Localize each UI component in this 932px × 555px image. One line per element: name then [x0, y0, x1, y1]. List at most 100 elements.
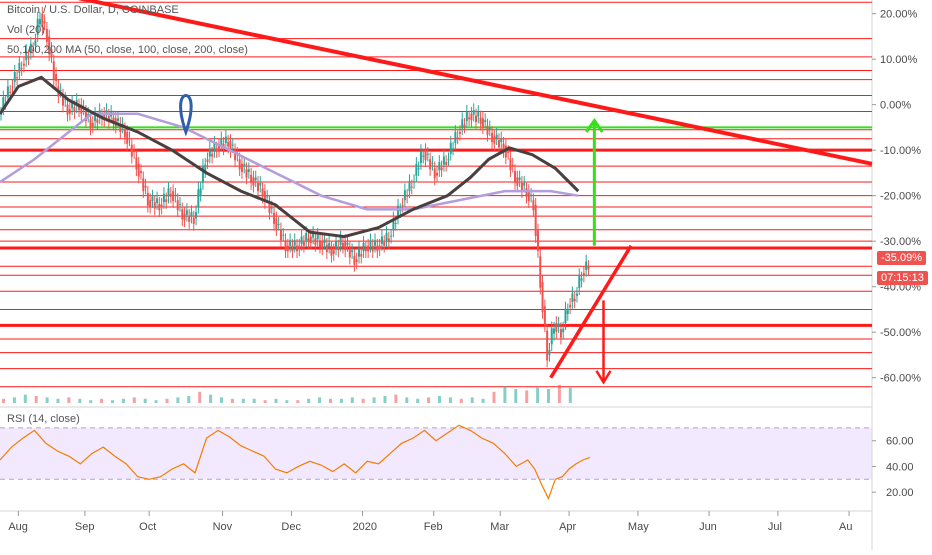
candle-body — [314, 238, 317, 245]
candle-body — [387, 238, 390, 243]
candle-body — [32, 49, 35, 51]
candle-body — [385, 232, 388, 241]
candle-body — [213, 142, 216, 152]
candle-body — [119, 123, 122, 132]
candle-body — [245, 169, 248, 178]
candle-body — [254, 177, 257, 181]
candle-body — [399, 210, 402, 212]
descending-trendline — [77, 0, 873, 166]
candle-body — [149, 200, 152, 207]
candle-body — [497, 140, 500, 148]
x-tick-label: Sep — [75, 521, 95, 533]
candle-body — [534, 204, 537, 237]
volume-bar — [78, 398, 82, 403]
candle-body — [123, 129, 126, 138]
volume-bar — [350, 397, 354, 403]
candle-body — [181, 209, 184, 220]
candle-body — [481, 118, 484, 128]
candle-body — [18, 62, 21, 73]
candle-body — [296, 245, 299, 252]
candle-body — [539, 256, 542, 288]
candle-body — [172, 191, 175, 202]
candle-body — [550, 328, 553, 345]
candle-body — [447, 159, 450, 161]
volume-bar — [2, 398, 5, 403]
candle-body — [472, 110, 475, 115]
ma-legend: 50,100,200 MA (50, close, 100, close, 20… — [7, 44, 248, 56]
candle-body — [48, 36, 51, 55]
candle-body — [424, 150, 427, 161]
candle-body — [433, 168, 436, 179]
candle-body — [195, 212, 198, 219]
candle-body — [208, 148, 211, 157]
candle-body — [463, 124, 466, 127]
candle-body — [71, 101, 74, 109]
candle-body — [169, 193, 172, 197]
candle-body — [493, 136, 496, 144]
candle-body — [484, 120, 487, 122]
candle-body — [578, 275, 581, 289]
candle-body — [279, 229, 282, 241]
candle-body — [566, 310, 569, 314]
candle-body — [431, 162, 434, 164]
candle-body — [426, 153, 429, 155]
candle-body — [332, 250, 335, 254]
candle-body — [289, 240, 292, 246]
candle-body — [197, 189, 200, 207]
volume-bar — [536, 387, 540, 403]
candle-body — [527, 191, 530, 202]
candle-body — [491, 132, 494, 142]
candle-body — [286, 245, 289, 252]
candle-body — [562, 328, 565, 333]
volume-bar — [318, 397, 322, 403]
candle-body — [50, 48, 53, 56]
candle-body — [302, 242, 305, 246]
volume-bar — [329, 398, 332, 403]
candle-body — [440, 167, 443, 171]
y-tick-label: 20.00% — [880, 9, 918, 21]
candle-body — [367, 245, 370, 252]
volume-bar — [23, 394, 27, 403]
x-tick-label: Nov — [213, 521, 233, 533]
candle-body — [87, 113, 90, 116]
candle-body — [178, 203, 181, 205]
candle-body — [422, 155, 425, 157]
x-tick-label: Feb — [424, 521, 443, 533]
candle-body — [206, 159, 209, 162]
candle-body — [312, 232, 315, 238]
volume-bar — [427, 397, 431, 403]
candle-body — [84, 111, 87, 122]
candle-body — [300, 236, 303, 244]
candle-body — [162, 193, 165, 203]
candle-body — [376, 245, 379, 252]
volume-bar — [263, 400, 267, 403]
x-tick-label: 2020 — [353, 521, 377, 533]
candle-body — [259, 182, 262, 186]
candle-body — [68, 109, 71, 114]
ascending-trendline — [549, 244, 633, 379]
candle-body — [413, 181, 416, 183]
candle-body — [575, 293, 578, 296]
candle-body — [445, 162, 448, 165]
candle-body — [569, 304, 572, 308]
candle-body — [486, 125, 489, 135]
candle-body — [266, 196, 269, 198]
volume-bar — [45, 397, 49, 403]
candle-body — [34, 40, 37, 46]
candle-body — [316, 234, 319, 240]
candle-body — [344, 241, 347, 251]
candle-body — [500, 138, 503, 142]
candle-body — [325, 244, 328, 253]
x-tick-label: Mar — [490, 521, 509, 533]
candle-body — [66, 104, 69, 115]
candle-body — [323, 239, 326, 243]
last-value-tag: -35.09% — [877, 251, 926, 265]
candle-body — [555, 323, 558, 332]
candle-body — [394, 222, 397, 224]
candle-body — [461, 119, 464, 129]
candle-body — [137, 163, 140, 177]
volume-bar — [514, 389, 518, 403]
candle-body — [479, 117, 482, 124]
